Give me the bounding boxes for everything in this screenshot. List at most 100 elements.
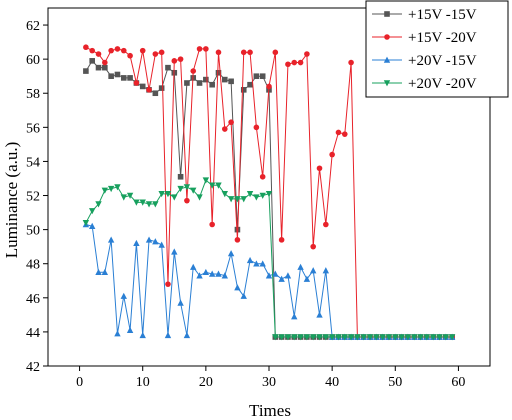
x-tick-label: 0 — [76, 375, 83, 390]
data-point — [341, 131, 348, 137]
legend-item: +15V -20V — [372, 30, 477, 46]
data-point — [95, 51, 102, 57]
data-point — [139, 47, 146, 54]
data-point — [272, 270, 279, 277]
x-tick-label: 30 — [262, 375, 276, 390]
data-point — [246, 256, 254, 264]
legend-item: +20V -20V — [372, 76, 477, 92]
y-tick-label: 58 — [26, 87, 40, 102]
data-point — [82, 220, 90, 227]
legend-label: +20V -20V — [408, 76, 477, 92]
data-point — [246, 191, 254, 198]
data-point — [323, 221, 329, 228]
data-point — [126, 192, 134, 199]
data-point — [203, 76, 209, 83]
data-point — [89, 208, 96, 215]
data-point — [139, 331, 146, 339]
data-point — [259, 73, 266, 79]
x-tick-label: 20 — [199, 375, 213, 390]
data-point — [448, 334, 456, 341]
data-point — [240, 87, 247, 93]
data-point — [108, 47, 114, 54]
y-tick-label: 52 — [26, 190, 40, 205]
x-tick-label: 40 — [325, 375, 339, 390]
data-point — [107, 236, 115, 243]
data-point — [398, 334, 405, 341]
data-point — [328, 334, 336, 341]
data-point — [208, 270, 216, 277]
data-point — [291, 334, 298, 341]
data-point — [240, 49, 247, 56]
data-point — [120, 292, 127, 299]
data-point — [158, 85, 165, 91]
y-tick-label: 46 — [26, 292, 40, 307]
data-point — [177, 185, 184, 193]
data-point — [133, 239, 140, 247]
data-point — [202, 177, 210, 184]
data-point — [272, 334, 279, 341]
data-point — [247, 81, 253, 88]
data-point — [272, 49, 279, 56]
data-point — [222, 126, 228, 132]
data-point — [303, 275, 311, 282]
data-point — [265, 272, 273, 279]
data-point — [89, 58, 95, 64]
data-point — [114, 46, 121, 52]
data-point — [95, 201, 102, 208]
data-point — [310, 334, 317, 341]
data-point — [322, 334, 330, 341]
data-point — [101, 187, 109, 194]
data-point — [291, 313, 298, 320]
axes: 0 10 20 30 40 50 60 42 44 46 48 50 52 54 56 58 60 62 — [26, 7, 491, 390]
data-point — [436, 334, 443, 341]
data-point — [152, 201, 159, 208]
data-point — [404, 334, 412, 341]
data-point — [310, 267, 317, 274]
data-point — [423, 334, 431, 341]
data-point — [266, 83, 272, 90]
data-point — [228, 119, 234, 126]
data-point — [114, 184, 121, 191]
data-point — [253, 194, 260, 201]
data-point — [417, 334, 424, 341]
data-point — [379, 334, 386, 341]
series-3 — [82, 221, 456, 340]
data-point — [234, 196, 241, 203]
y-tick-label: 54 — [26, 155, 40, 170]
data-point — [221, 191, 228, 198]
series-4 — [82, 177, 456, 341]
legend-label: +15V -15V — [408, 7, 477, 23]
data-point — [164, 191, 172, 198]
data-point — [95, 64, 102, 71]
y-tick-label: 50 — [26, 224, 40, 239]
data-point — [348, 59, 354, 66]
data-point — [183, 184, 191, 191]
data-point — [335, 129, 342, 136]
data-point — [240, 292, 247, 299]
data-point — [227, 196, 235, 203]
data-point — [411, 334, 418, 341]
data-point — [120, 194, 127, 201]
data-point — [145, 201, 153, 208]
data-point — [177, 173, 184, 180]
data-point — [190, 187, 197, 194]
plot-area — [82, 44, 456, 341]
data-point — [209, 221, 215, 228]
data-point — [222, 76, 228, 83]
x-tick-label: 60 — [451, 375, 465, 390]
data-point — [145, 236, 153, 243]
data-point — [164, 331, 172, 339]
data-point — [126, 326, 134, 333]
data-point — [335, 334, 342, 341]
data-point — [146, 87, 152, 93]
data-point — [120, 47, 127, 54]
data-point — [347, 334, 355, 341]
data-point — [354, 334, 361, 341]
data-point — [284, 334, 292, 341]
legend-marker — [383, 56, 391, 63]
data-point — [227, 250, 235, 257]
legend: +15V -15V +15V -20V +20V -15V +20V -20V — [365, 0, 509, 98]
legend-marker — [384, 34, 390, 40]
data-point — [196, 46, 203, 52]
